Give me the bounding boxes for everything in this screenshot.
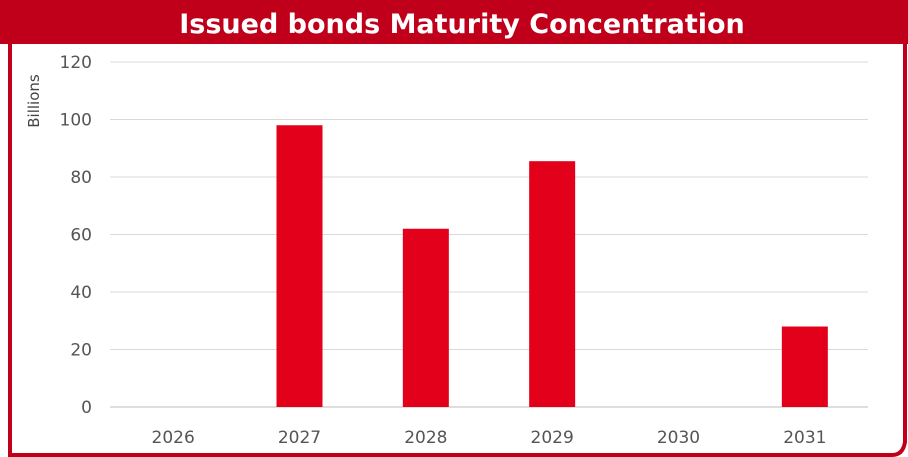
y-tick-label: 40 — [70, 283, 92, 303]
x-tick-labels: 2026 2027 2028 2029 2030 2031 — [152, 428, 827, 448]
y-tick-label: 60 — [70, 226, 92, 246]
y-tick-label: 100 — [60, 111, 92, 131]
bars — [276, 125, 828, 407]
y-tick-label: 80 — [70, 168, 92, 188]
bar-2027 — [276, 125, 323, 407]
title-banner — [0, 0, 908, 44]
y-tick-labels: 0 20 40 60 80 100 120 — [60, 53, 92, 418]
x-tick-label: 2030 — [657, 428, 700, 448]
chart-title: Issued bonds Maturity Concentration — [179, 9, 745, 40]
bar-2028 — [402, 228, 449, 407]
y-tick-label: 120 — [60, 53, 92, 73]
x-tick-label: 2027 — [278, 428, 321, 448]
bar-2029 — [529, 161, 576, 407]
gridlines — [110, 61, 868, 408]
y-tick-label: 20 — [70, 341, 92, 361]
frame-border — [8, 40, 907, 457]
bar-2031 — [781, 326, 828, 407]
y-axis-label: Billions — [25, 74, 43, 128]
y-tick-label: 0 — [81, 398, 92, 418]
x-tick-label: 2031 — [783, 428, 826, 448]
x-tick-label: 2026 — [152, 428, 195, 448]
x-tick-label: 2028 — [404, 428, 447, 448]
x-tick-label: 2029 — [531, 428, 574, 448]
